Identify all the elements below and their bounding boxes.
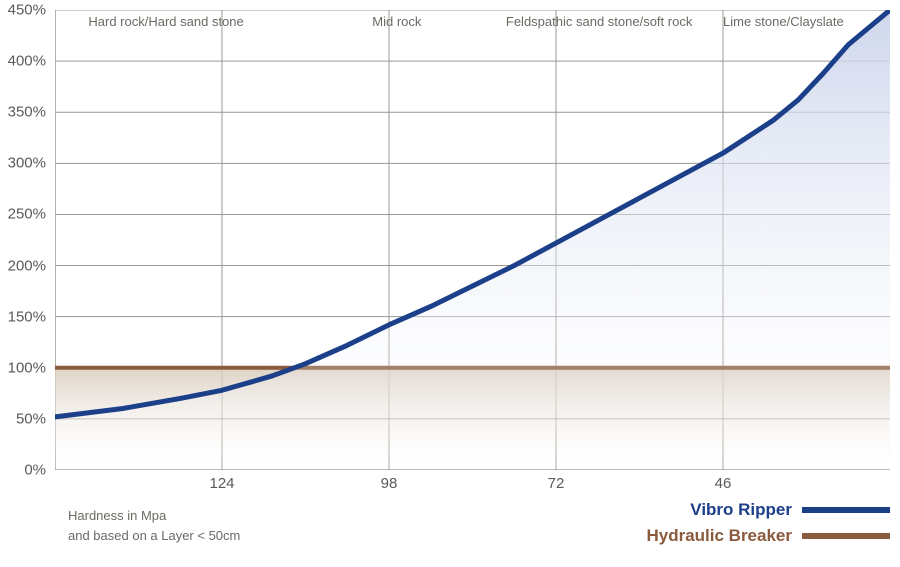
y-tick-label: 350%: [8, 104, 46, 121]
x-tick-label: 98: [381, 475, 398, 492]
plot-area: [55, 10, 890, 470]
y-tick-label: 0%: [24, 462, 46, 479]
note-line-2: and based on a Layer < 50cm: [68, 526, 240, 546]
legend: Vibro Ripper Hydraulic Breaker: [646, 500, 890, 552]
legend-swatch: [802, 507, 890, 513]
legend-swatch: [802, 533, 890, 539]
y-tick-label: 50%: [16, 410, 46, 427]
legend-item: Hydraulic Breaker: [646, 526, 890, 546]
x-tick-label: 46: [715, 475, 732, 492]
y-tick-label: 300%: [8, 155, 46, 172]
y-tick-label: 450%: [8, 2, 46, 19]
legend-label: Vibro Ripper: [690, 500, 792, 520]
x-axis-note: Hardness in Mpa and based on a Layer < 5…: [68, 506, 240, 546]
x-tick-label: 124: [209, 475, 234, 492]
legend-item: Vibro Ripper: [646, 500, 890, 520]
performance-chart: Hard rock/Hard sand stoneMid rockFeldspa…: [0, 0, 900, 567]
y-tick-label: 200%: [8, 257, 46, 274]
legend-label: Hydraulic Breaker: [646, 526, 792, 546]
x-axis-labels: 124 98 72 46: [55, 475, 890, 499]
y-tick-label: 150%: [8, 308, 46, 325]
note-line-1: Hardness in Mpa: [68, 506, 240, 526]
y-tick-label: 400%: [8, 53, 46, 70]
y-tick-label: 100%: [8, 359, 46, 376]
y-axis-labels: 0%50%100%150%200%250%300%350%400%450%: [0, 10, 50, 470]
y-tick-label: 250%: [8, 206, 46, 223]
x-tick-label: 72: [548, 475, 565, 492]
